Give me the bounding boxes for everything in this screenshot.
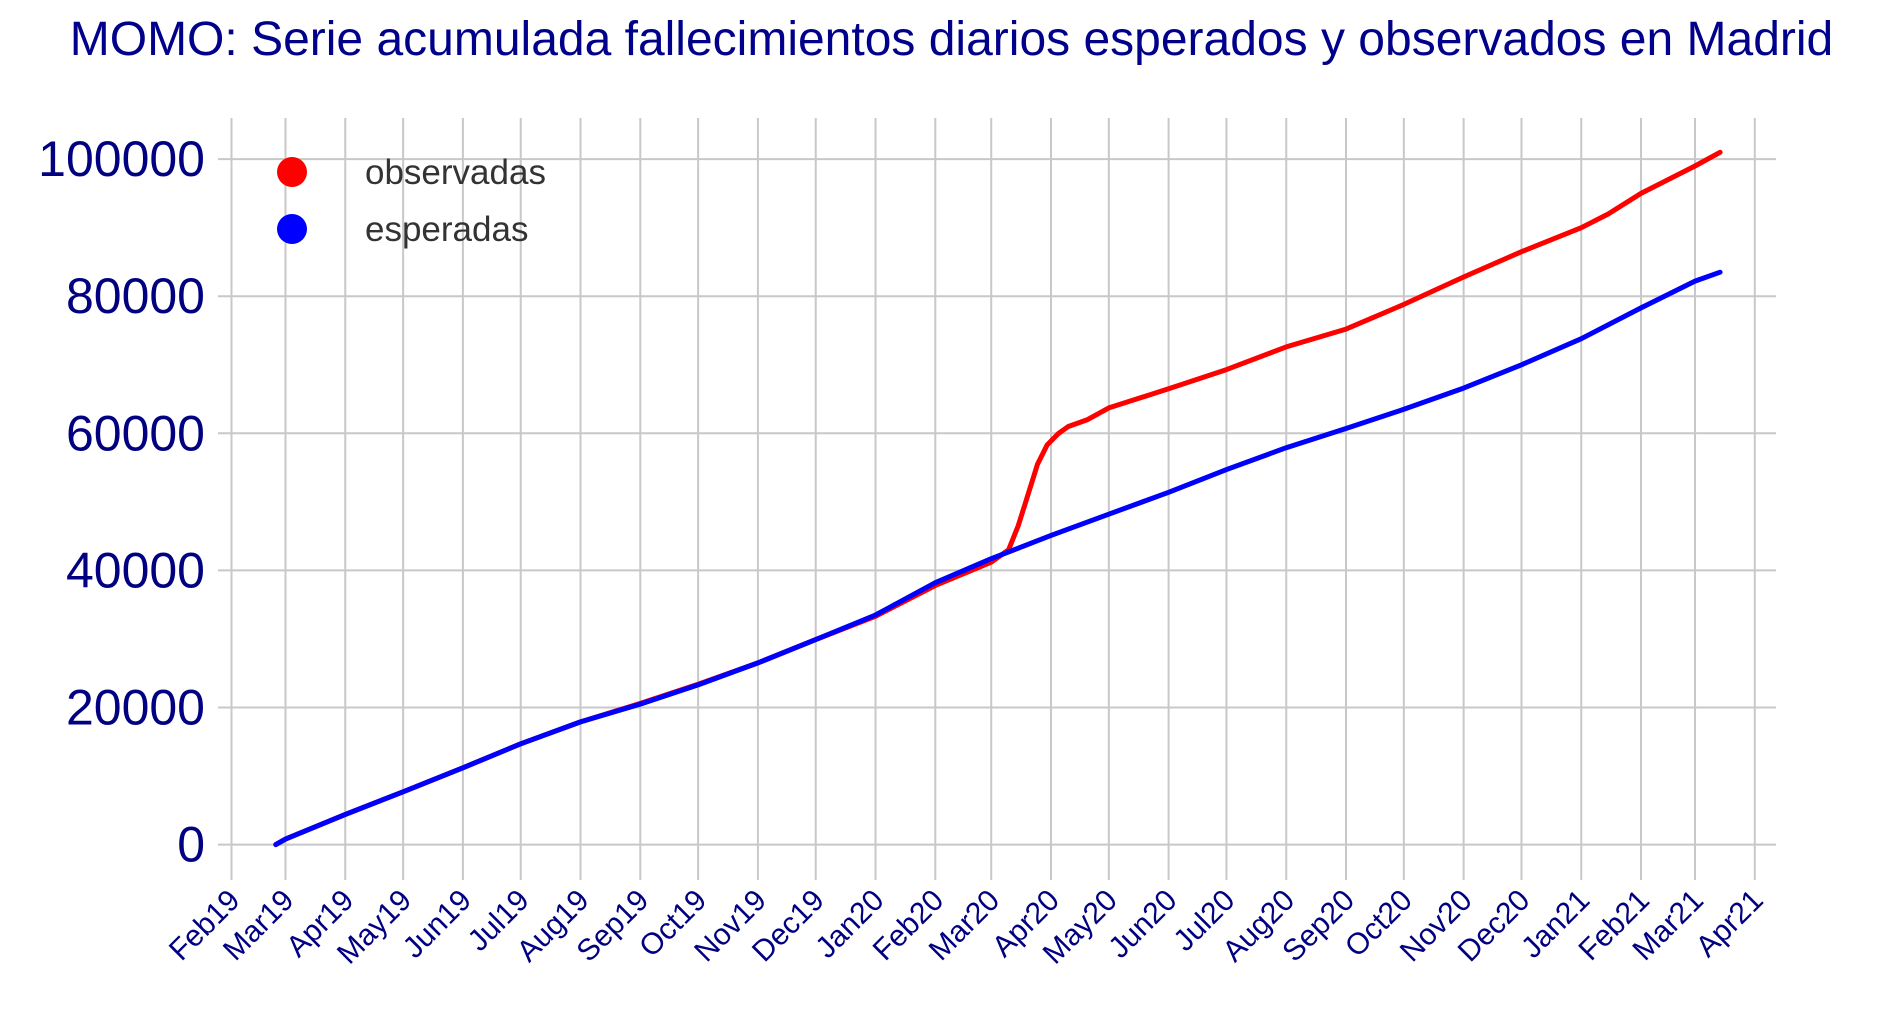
y-tick-label: 60000 [66,405,205,461]
y-tick-label: 0 [177,817,205,873]
series-lines [273,149,1723,848]
series-line-observadas [273,149,1723,848]
y-tick-label: 80000 [66,268,205,324]
series-line-esperadas [273,269,1723,848]
legend-marker-esperadas [277,214,307,244]
legend-marker-observadas [277,157,307,187]
y-tick-label: 40000 [66,542,205,598]
legend-label-esperadas: esperadas [365,210,528,249]
x-tick-label: Jun19 [397,884,478,965]
grid [218,118,1776,880]
x-tick-label: Jun20 [1102,884,1183,965]
x-tick-label: Apr21 [1690,884,1770,964]
legend: observadas esperadas [277,153,546,249]
legend-label-observadas: observadas [365,153,546,192]
y-tick-label: 20000 [66,679,205,735]
chart-title: MOMO: Serie acumulada fallecimientos dia… [69,13,1834,66]
y-tick-label: 100000 [38,131,205,187]
